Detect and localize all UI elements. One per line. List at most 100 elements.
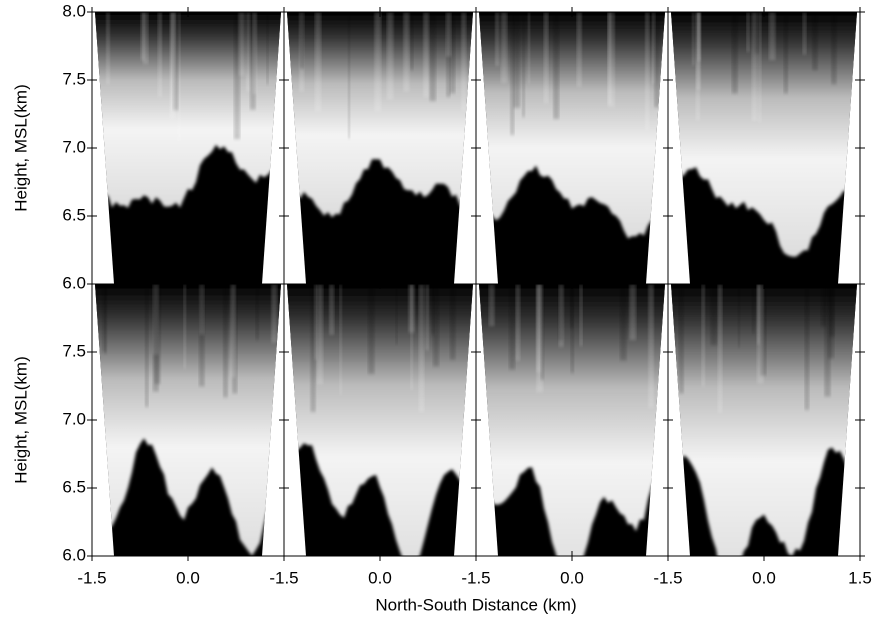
y-tick-label: 7.0 — [62, 409, 86, 428]
streak — [678, 284, 684, 394]
streak — [403, 12, 410, 92]
streak — [266, 12, 269, 85]
radar-image — [671, 12, 857, 284]
streak — [172, 12, 179, 111]
streak — [746, 12, 750, 53]
radar-image — [95, 12, 281, 284]
streak — [316, 284, 324, 385]
streak — [607, 12, 615, 107]
streak — [515, 284, 521, 361]
streak — [423, 12, 430, 98]
streak — [768, 12, 776, 61]
streak — [651, 12, 656, 84]
radar-image — [479, 284, 665, 556]
streak — [429, 12, 436, 102]
x-tick-label: -1.5 — [653, 568, 682, 587]
radar-image — [287, 12, 473, 284]
streak — [106, 12, 110, 85]
streak — [710, 284, 718, 346]
radar-image — [95, 284, 281, 556]
streak — [418, 284, 425, 413]
streak — [348, 12, 351, 139]
radar-image — [287, 284, 473, 556]
cloud — [287, 284, 473, 556]
streak — [310, 284, 316, 412]
streak — [737, 284, 740, 348]
x-tick-label: 0.0 — [368, 568, 392, 587]
panels — [91, 11, 861, 557]
streak — [431, 284, 435, 335]
streak — [314, 12, 322, 112]
streak — [783, 12, 788, 94]
y-axis-label: Height, MSL(km) — [11, 356, 30, 484]
streak — [757, 12, 762, 123]
streak — [433, 284, 440, 367]
streak — [522, 12, 525, 118]
streak — [812, 12, 818, 71]
streak — [177, 12, 181, 142]
streak — [820, 284, 826, 327]
streak — [238, 12, 245, 76]
y-axis-label: Height, MSL(km) — [11, 84, 30, 212]
streak — [314, 284, 318, 360]
streak — [142, 12, 149, 64]
streak — [300, 12, 304, 69]
axes: 6.0 6.5 7.0 7.5 8.0 6.0 6.5 7.0 7.5 -1.5 0.0 -1.5 0.… — [62, 1, 871, 587]
streak — [449, 284, 456, 360]
y-tick-label: 7.5 — [62, 341, 86, 360]
streak — [717, 284, 723, 413]
streak — [329, 284, 335, 335]
y-tick-label: 7.5 — [62, 69, 86, 88]
streak — [410, 284, 413, 390]
y-tick-label: 8.0 — [62, 1, 86, 20]
streak — [152, 284, 159, 392]
streak — [543, 12, 549, 104]
x-tick-label: 1.5 — [848, 568, 872, 587]
streak — [513, 12, 521, 108]
y-tick-label: 7.0 — [62, 137, 86, 156]
x-tick-label: 0.0 — [560, 568, 584, 587]
cloud — [671, 284, 857, 556]
streak — [831, 12, 837, 85]
streak — [570, 284, 575, 373]
x-tick-label: -1.5 — [269, 568, 298, 587]
x-axis-label: North-South Distance (km) — [375, 595, 576, 614]
streak — [751, 12, 758, 121]
cloud — [671, 12, 857, 257]
streak — [233, 12, 241, 140]
streak — [804, 284, 810, 410]
y-tick-label: 6.0 — [62, 545, 86, 564]
streak — [553, 12, 560, 119]
streak — [255, 284, 259, 340]
y-tick-label: 6.5 — [62, 205, 86, 224]
streak — [619, 284, 627, 361]
streak — [367, 284, 375, 374]
streak — [223, 284, 228, 398]
streak — [579, 284, 583, 347]
x-tick-label: -1.5 — [461, 568, 490, 587]
streak — [230, 284, 236, 378]
streak — [246, 12, 251, 92]
streak — [157, 12, 163, 97]
streak — [751, 284, 755, 334]
streak — [508, 284, 516, 370]
x-tick-label: 0.0 — [752, 568, 776, 587]
streak — [495, 12, 500, 67]
streak — [629, 284, 637, 340]
streak — [252, 12, 257, 95]
streak — [757, 284, 764, 384]
radar-image — [671, 284, 857, 556]
streak — [536, 284, 543, 393]
streak — [648, 284, 654, 408]
streak — [425, 284, 430, 351]
streak — [824, 284, 831, 397]
streak — [395, 284, 398, 345]
y-tick-label: 6.5 — [62, 477, 86, 496]
streak — [386, 12, 394, 100]
streak — [576, 12, 582, 87]
streak — [183, 284, 187, 369]
streak — [461, 12, 467, 111]
streak — [645, 12, 650, 130]
streak — [510, 12, 515, 136]
